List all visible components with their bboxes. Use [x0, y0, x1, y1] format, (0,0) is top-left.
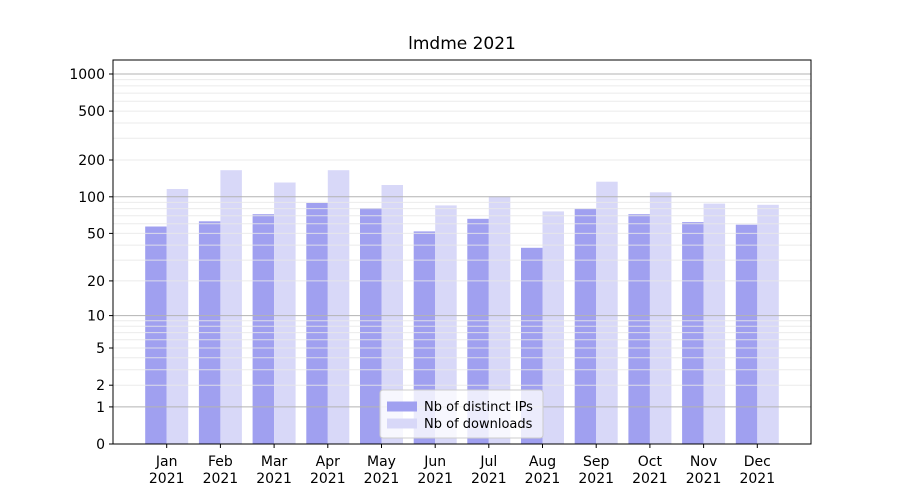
bar-feb-nb-of-downloads	[220, 170, 242, 444]
legend-label-nb-of-downloads: Nb of downloads	[424, 417, 533, 432]
bar-apr-nb-of-downloads	[327, 170, 350, 444]
x-axis: Jan2021Feb2021Mar2021Apr2021May2021Jun20…	[149, 444, 775, 487]
x-tick-label-year-jul: 2021	[471, 471, 507, 487]
bars-nb-of-downloads	[166, 170, 779, 444]
x-tick-label-dec: Dec	[744, 454, 771, 470]
x-tick-label-year-dec: 2021	[739, 471, 775, 487]
bar-aug-nb-of-downloads	[542, 211, 564, 444]
y-tick-label-500: 500	[78, 104, 105, 120]
y-tick-label-1: 1	[96, 400, 105, 416]
x-tick-label-sep: Sep	[583, 454, 610, 470]
x-tick-label-mar: Mar	[261, 454, 288, 470]
bar-jul-nb-of-distinct-ips	[467, 218, 489, 444]
y-tick-label-10: 10	[87, 309, 105, 325]
bar-dec-nb-of-downloads	[757, 204, 779, 444]
y-tick-label-50: 50	[87, 226, 105, 242]
bar-nov-nb-of-downloads	[703, 203, 726, 444]
x-tick-label-year-feb: 2021	[203, 471, 239, 487]
legend-label-nb-of-distinct-ips: Nb of distinct IPs	[424, 400, 533, 415]
x-tick-label-year-nov: 2021	[686, 471, 722, 487]
bar-oct-nb-of-distinct-ips	[628, 214, 650, 444]
x-tick-label-year-aug: 2021	[525, 471, 561, 487]
x-tick-label-apr: Apr	[316, 454, 340, 470]
x-tick-label-oct: Oct	[638, 454, 663, 470]
plot-border	[112, 59, 812, 445]
legend-box	[379, 389, 544, 439]
y-tick-label-2: 2	[96, 378, 105, 394]
y-tick-label-20: 20	[87, 274, 105, 290]
bar-jan-nb-of-distinct-ips	[145, 226, 167, 444]
x-tick-label-jul: Jul	[479, 454, 497, 470]
x-tick-label-jan: Jan	[155, 454, 178, 470]
x-tick-label-may: May	[367, 454, 396, 470]
x-tick-label-year-jun: 2021	[417, 471, 453, 487]
gridlines-minor	[113, 79, 811, 386]
y-axis: 0 1 2 5 10 20 50 100 200 500 1000	[69, 67, 113, 453]
bar-jan-nb-of-downloads	[166, 189, 189, 444]
bar-mar-nb-of-downloads	[274, 182, 296, 444]
legend: Nb of distinct IPs Nb of downloads	[379, 389, 544, 439]
y-tick-label-5: 5	[96, 341, 105, 357]
bar-may-nb-of-downloads	[381, 185, 403, 444]
chart-title: lmdme 2021	[408, 34, 516, 54]
x-tick-label-year-jan: 2021	[149, 471, 185, 487]
x-tick-label-year-may: 2021	[364, 471, 400, 487]
bar-apr-nb-of-distinct-ips	[306, 203, 328, 444]
y-tick-label-1000: 1000	[69, 67, 105, 83]
y-tick-label-0: 0	[96, 437, 105, 453]
x-tick-label-nov: Nov	[690, 454, 717, 470]
bar-mar-nb-of-distinct-ips	[252, 214, 275, 444]
x-tick-label-year-oct: 2021	[632, 471, 668, 487]
x-tick-label-jun: Jun	[423, 454, 446, 470]
x-tick-label-feb: Feb	[208, 454, 233, 470]
x-tick-label-year-sep: 2021	[578, 471, 614, 487]
x-tick-label-year-apr: 2021	[310, 471, 346, 487]
legend-swatch-nb-of-distinct-ips	[387, 401, 417, 412]
x-tick-label-year-mar: 2021	[256, 471, 292, 487]
bar-jun-nb-of-downloads	[435, 205, 457, 444]
bar-jul-nb-of-downloads	[488, 196, 511, 444]
x-tick-label-aug: Aug	[529, 454, 556, 470]
legend-swatch-nb-of-downloads	[387, 418, 417, 429]
bar-dec-nb-of-distinct-ips	[735, 224, 758, 444]
bar-sep-nb-of-downloads	[596, 181, 618, 444]
y-tick-label-200: 200	[78, 153, 105, 169]
y-tick-label-100: 100	[78, 190, 105, 206]
bar-oct-nb-of-downloads	[649, 192, 672, 444]
